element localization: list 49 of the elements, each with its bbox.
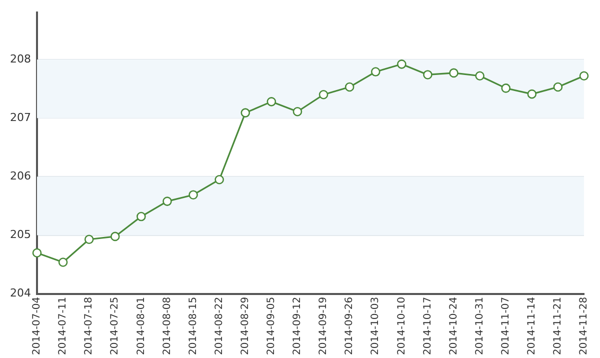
point	[188, 190, 198, 200]
point	[58, 258, 68, 267]
point	[32, 248, 42, 258]
y-tick-label: 208	[10, 52, 31, 66]
point	[84, 234, 94, 244]
point	[501, 84, 511, 93]
x-tick-label: 2014-09-12	[292, 296, 304, 356]
point	[579, 71, 589, 81]
x-tick-label: 2014-07-18	[84, 296, 95, 356]
x-tick-label: 2014-07-25	[110, 296, 121, 356]
y-tick-label: 205	[10, 228, 31, 242]
x-tick-label: 2014-10-10	[396, 296, 408, 356]
x-tick-label: 2014-07-11	[58, 296, 69, 356]
x-tick-label: 2014-11-28	[578, 296, 590, 356]
x-tick-label: 2014-09-19	[318, 296, 330, 356]
x-tick-label: 2014-11-07	[500, 296, 512, 356]
point	[423, 70, 432, 80]
x-tick-label: 2014-08-08	[162, 296, 173, 356]
point	[553, 82, 563, 92]
x-tick-label: 2014-08-29	[240, 296, 251, 356]
x-tick-label: 2014-10-24	[448, 296, 460, 356]
point	[344, 82, 354, 92]
x-tick-label: 2014-08-22	[214, 296, 225, 356]
x-tick-label: 2014-08-15	[188, 296, 199, 356]
point	[214, 174, 224, 184]
point	[136, 212, 146, 222]
point	[266, 97, 276, 106]
point	[475, 71, 484, 81]
x-tick-label: 2014-10-17	[422, 296, 434, 356]
point	[370, 67, 380, 76]
x-tick-label: 2014-10-31	[474, 296, 486, 356]
point	[110, 232, 120, 242]
x-tick-label: 2014-08-01	[136, 296, 147, 356]
point	[397, 60, 406, 69]
x-tick-label: 2014-09-05	[266, 296, 278, 356]
point	[240, 108, 250, 118]
x-tick-label: 2014-09-26	[344, 296, 356, 356]
point	[318, 90, 328, 100]
point	[527, 89, 537, 99]
point	[449, 68, 458, 78]
y-tick-label: 206	[10, 170, 31, 183]
y-tick-label: 207	[10, 110, 31, 124]
point	[162, 196, 172, 206]
point	[292, 106, 302, 116]
x-tick-label: 2014-11-21	[552, 296, 564, 356]
x-tick-label: 2014-11-14	[526, 296, 538, 356]
y-tick-label: 204	[10, 286, 31, 300]
x-tick-label: 2014-10-03	[370, 296, 382, 356]
x-tick-label: 2014-07-04	[32, 296, 43, 356]
